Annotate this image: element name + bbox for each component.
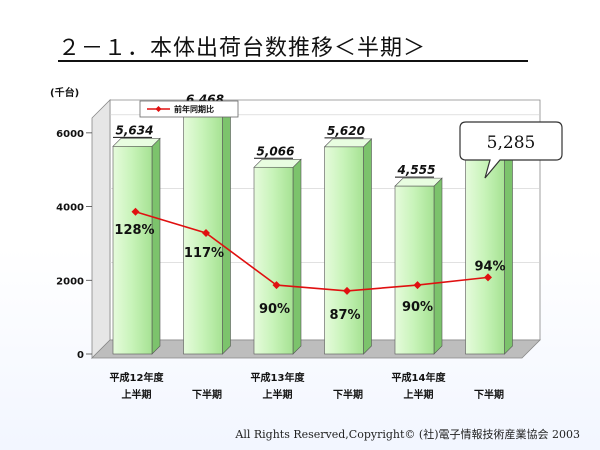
legend-marker-swatch	[155, 106, 162, 112]
yoy-percent-label: 117%	[184, 246, 224, 261]
callout-text: 5,285	[487, 133, 536, 153]
bar-side	[292, 158, 302, 355]
bar-value-label: 5,620	[327, 124, 365, 138]
category-label-half: 上半期	[263, 388, 293, 401]
title-underline	[58, 60, 528, 62]
bar	[253, 166, 294, 355]
category-label-year: 平成13年度	[251, 371, 306, 384]
y-unit-label: (千台)	[50, 86, 79, 99]
bar	[112, 146, 153, 355]
bar-side	[151, 137, 161, 355]
bar-value-label: 5,634	[116, 123, 154, 137]
bar-top	[394, 177, 443, 187]
bar	[324, 146, 364, 355]
yoy-percent-label: 128%	[114, 223, 154, 238]
bar-side	[504, 150, 513, 355]
y-tick-label: 4000	[56, 203, 84, 214]
yoy-marker	[272, 281, 281, 290]
yoy-percent-label: 90%	[402, 300, 433, 315]
yoy-marker	[413, 281, 422, 290]
bar-top	[112, 138, 161, 147]
y-tick-label: 2000	[56, 276, 84, 287]
yoy-marker	[202, 228, 210, 237]
callout-bubble: 5,285	[459, 121, 563, 179]
bar-side	[433, 177, 443, 355]
bar	[183, 115, 223, 355]
y-tick-label: 0	[77, 350, 84, 361]
bar	[465, 158, 505, 355]
category-label-year: 平成14年度	[392, 371, 447, 384]
yoy-percent-label: 87%	[329, 308, 360, 323]
category-label-half: 下半期	[474, 388, 504, 401]
yoy-line	[135, 210, 489, 292]
yoy-percent-label: 94%	[474, 259, 505, 274]
bar-top	[323, 138, 373, 148]
page-title: ２－１．本体出荷台数推移＜半期＞	[58, 36, 427, 61]
category-label-half: 下半期	[192, 388, 222, 401]
category-label-half: 下半期	[333, 388, 363, 401]
bar-side	[222, 106, 231, 355]
bar-side	[363, 138, 372, 355]
bar-value-label: 4,555	[397, 163, 436, 177]
yoy-marker	[131, 207, 140, 216]
y-tick-label: 6000	[56, 129, 84, 140]
category-label-half: 上半期	[404, 388, 434, 401]
yoy-percent-label: 90%	[259, 302, 290, 317]
bar-value-label: 5,066	[257, 144, 295, 158]
bar	[394, 185, 435, 355]
chart-side-wall	[91, 99, 111, 359]
yoy-marker	[343, 286, 351, 295]
yoy-marker	[484, 273, 492, 282]
legend-box	[139, 100, 239, 118]
copyright-notice: All Rights Reserved,Copyright© (社)電子情報技術…	[235, 428, 580, 441]
category-label-year: 平成12年度	[110, 371, 165, 384]
legend-label: 前年同期比	[174, 104, 214, 114]
bar-top	[253, 158, 302, 168]
category-label-half: 上半期	[122, 388, 152, 401]
